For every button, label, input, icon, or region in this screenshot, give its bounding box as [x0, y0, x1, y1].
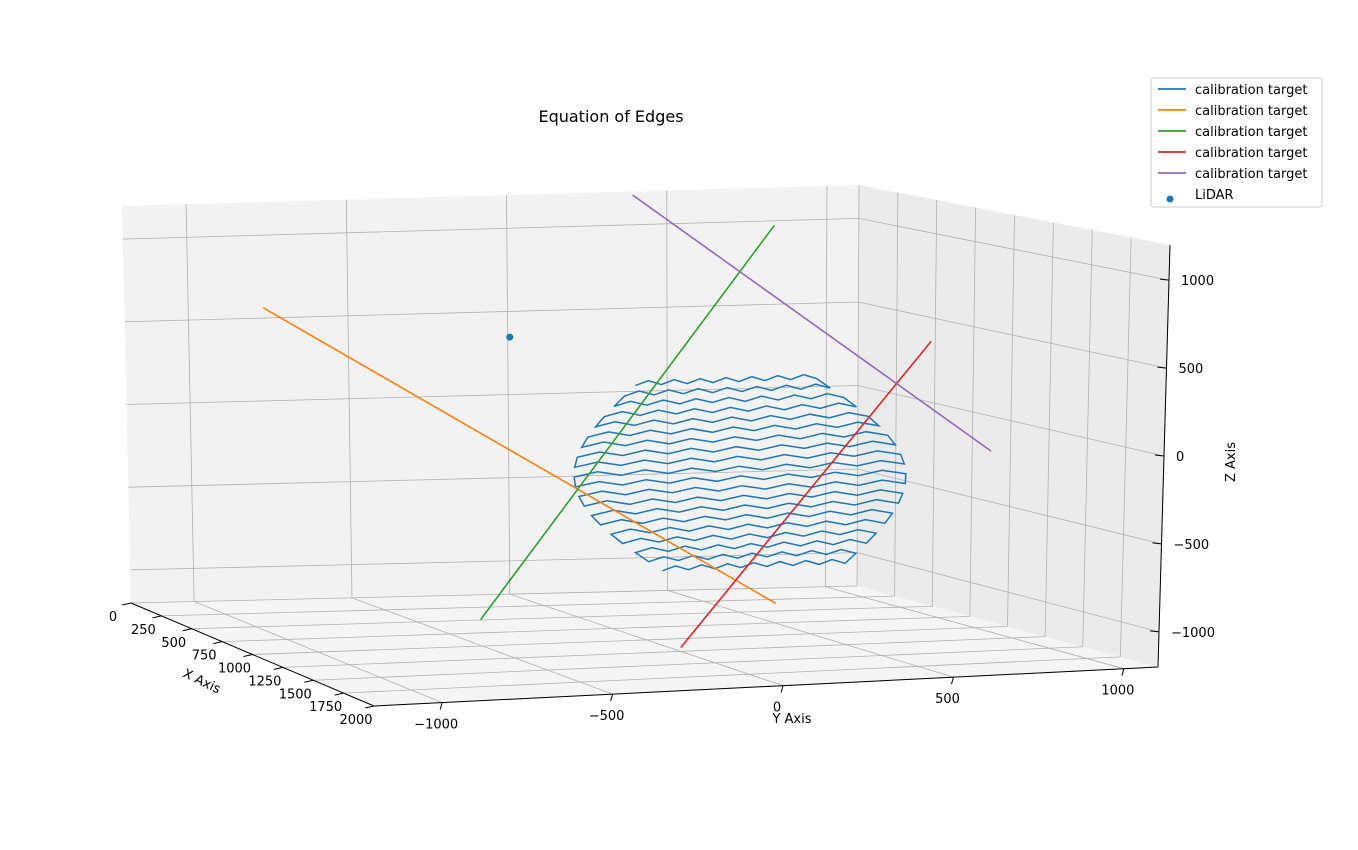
- y-tick-label: −500: [589, 709, 625, 724]
- z-tick-label: −1000: [1171, 626, 1215, 641]
- z-tick-label: 0: [1176, 450, 1184, 465]
- axis-panes: [122, 185, 1170, 706]
- y-tick: [610, 693, 614, 702]
- x-tick: [213, 641, 223, 645]
- series-line-3: [680, 340, 932, 648]
- series-layer: [262, 194, 992, 648]
- y-tick: [780, 685, 784, 693]
- z-tick: [1152, 542, 1162, 545]
- x-tick-label: 1750: [309, 700, 342, 715]
- y-tick-label: 500: [935, 692, 960, 707]
- legend: calibration target calibration target cali…: [1150, 77, 1323, 208]
- legend-label: calibration target: [1195, 125, 1307, 140]
- x-axis-label: X Axis: [180, 666, 223, 697]
- z-axis-label: Z Axis: [1224, 442, 1239, 482]
- x-tick: [334, 692, 344, 696]
- x-tick-label: 0: [109, 610, 117, 625]
- x-tick-label: 2000: [339, 713, 372, 728]
- floor-pane: [131, 586, 1158, 706]
- z-tick-label: 500: [1179, 362, 1204, 377]
- z-tick-label: −500: [1174, 538, 1210, 553]
- legend-marker-lidar: [1166, 195, 1174, 203]
- y-tick: [439, 702, 443, 710]
- x-tick-label: 750: [192, 649, 217, 664]
- grid-wall-z: [128, 468, 1162, 545]
- legend-label: calibration target: [1195, 146, 1307, 161]
- legend-frame: [1150, 77, 1323, 208]
- lidar-point: [506, 333, 514, 341]
- grid-floor-x: [343, 656, 1121, 694]
- x-tick-label: 250: [131, 623, 156, 638]
- x-tick: [152, 615, 162, 619]
- grid-lines: [122, 184, 1171, 707]
- x-tick-label: 500: [161, 636, 186, 651]
- back-pane: [122, 185, 859, 603]
- y-axis-line: [373, 666, 1159, 707]
- z-tick: [1154, 454, 1165, 457]
- y-tick: [1121, 668, 1125, 676]
- z-tick-label: 1000: [1181, 274, 1214, 289]
- series-line-2: [479, 224, 776, 621]
- grid-floor-x: [313, 646, 1083, 681]
- legend-label: calibration target: [1195, 83, 1307, 98]
- grid-floor-x: [282, 636, 1046, 668]
- grid-wall-z: [124, 301, 1167, 369]
- legend-label: calibration target: [1195, 167, 1307, 182]
- x-tick: [243, 654, 253, 657]
- grid-floor-x: [252, 626, 1008, 655]
- legend-label: calibration target: [1195, 104, 1307, 119]
- z-tick: [1157, 366, 1167, 369]
- grid-wall-z: [130, 552, 1160, 633]
- x-tick: [273, 666, 283, 670]
- z-tick: [1159, 278, 1170, 281]
- grid-floor-x: [130, 585, 858, 604]
- x-tick-label: 1250: [248, 674, 281, 689]
- y-tick: [950, 677, 954, 685]
- grid-wall-z: [122, 217, 1170, 281]
- legend-label: LiDAR: [1195, 188, 1234, 203]
- y-tick-label: −1000: [414, 718, 458, 733]
- x-tick: [304, 679, 314, 683]
- x-tick: [121, 602, 132, 606]
- x-tick-label: 1000: [218, 662, 251, 677]
- x-tick: [364, 705, 375, 709]
- y-tick-label: 1000: [1101, 684, 1134, 699]
- grid-wall-z: [126, 385, 1165, 457]
- y-axis-label: Y Axis: [771, 712, 811, 727]
- chart-title: Equation of Edges: [538, 107, 683, 126]
- grid-floor-x: [191, 605, 933, 630]
- series-line-1: [262, 307, 777, 605]
- calibration-scan: [573, 373, 907, 572]
- y-tick-label: 0: [773, 701, 781, 716]
- series-line-4: [632, 194, 992, 452]
- grid-floor-x: [222, 615, 970, 643]
- x-tick: [182, 628, 192, 632]
- z-tick: [1149, 630, 1160, 633]
- grid-floor-x: [161, 595, 895, 617]
- x-tick-label: 1500: [279, 687, 312, 702]
